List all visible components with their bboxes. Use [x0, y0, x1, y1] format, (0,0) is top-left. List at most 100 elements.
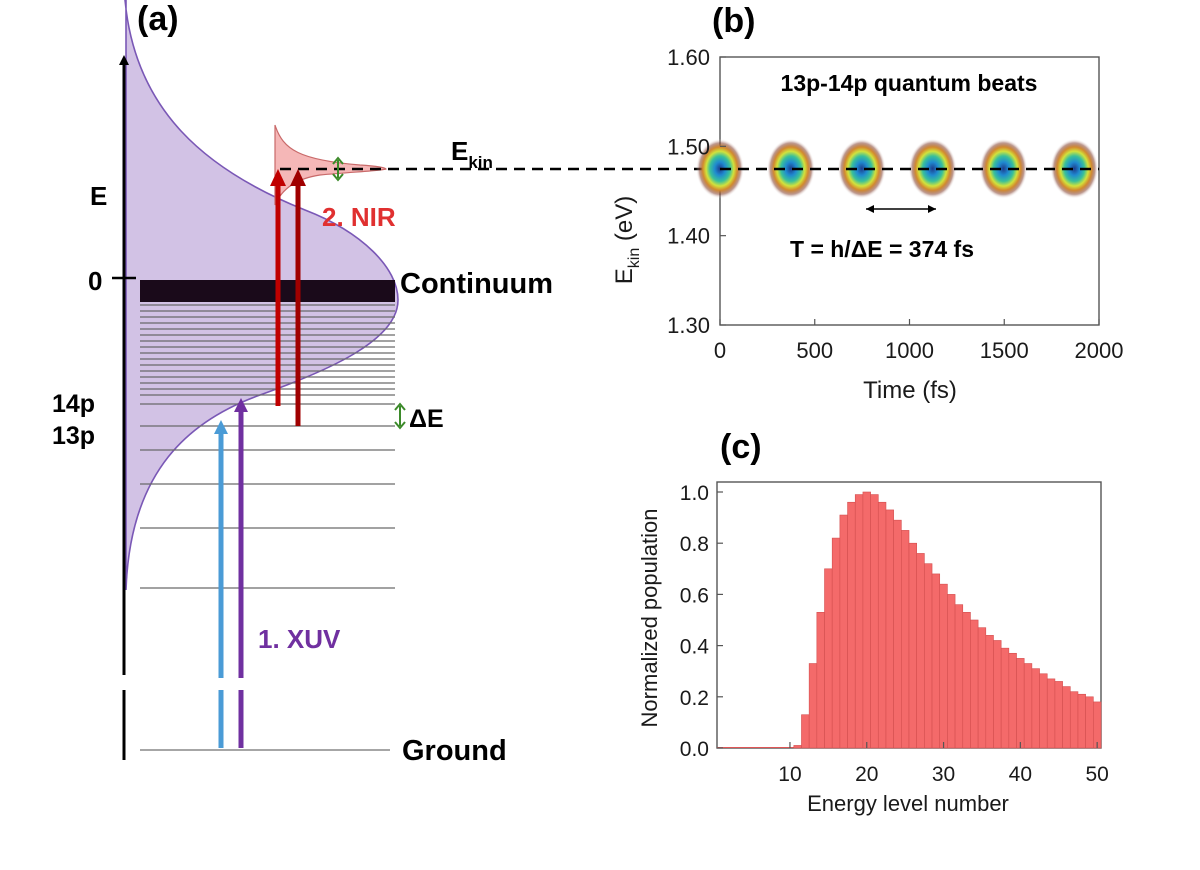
- period-label: T = h/ΔE = 374 fs: [790, 236, 974, 262]
- panel-c-ylabel: Normalized population: [637, 509, 662, 728]
- population-bar: [954, 604, 964, 749]
- population-bar: [778, 747, 787, 748]
- period-arrowhead-left: [866, 205, 874, 213]
- quantum-beat-blob: [766, 138, 815, 199]
- quantum-beat-blob: [1050, 138, 1099, 199]
- continuum-label: Continuum: [400, 268, 553, 300]
- ground-label: Ground: [402, 735, 507, 767]
- population-bar: [931, 573, 941, 749]
- population-bar: [924, 563, 933, 749]
- x-tick-label: 40: [1009, 763, 1032, 786]
- y-tick-label: 0.0: [680, 738, 709, 761]
- population-bar: [801, 714, 810, 749]
- level-13p-label: 13p: [52, 422, 95, 450]
- population-bar: [854, 494, 864, 749]
- panel-a: (a) E 0 Continuum 2. NIR 1. XUV Ekin 14p…: [52, 0, 722, 767]
- quantum-beat-blob: [979, 138, 1028, 199]
- population-bar: [1023, 663, 1033, 749]
- delta-e-label: ΔE: [409, 405, 444, 433]
- y-tick-label: 1.30: [667, 313, 710, 338]
- x-tick-label: 1000: [885, 338, 934, 363]
- xuv-arrowhead-blue: [214, 420, 228, 434]
- y-tick-label: 1.60: [667, 45, 710, 70]
- arrow-break: [210, 678, 250, 690]
- population-bar: [793, 745, 802, 749]
- population-bar: [1000, 647, 1010, 749]
- population-bar: [763, 747, 771, 748]
- population-bar: [1085, 696, 1094, 749]
- panel-b-label: (b): [712, 2, 755, 40]
- population-bar: [1054, 681, 1063, 749]
- x-tick-label: 20: [855, 763, 878, 786]
- population-bars: [717, 491, 1102, 749]
- population-bar: [977, 627, 987, 749]
- population-bar: [808, 663, 818, 749]
- population-bar: [970, 619, 979, 749]
- ekin-label: Ekin: [451, 136, 493, 172]
- panel-c-xticks: 10 20 30 40 50: [778, 742, 1109, 786]
- panel-b-xlabel: Time (fs): [863, 377, 957, 404]
- population-bar: [985, 635, 994, 749]
- period-arrowhead-right: [928, 205, 936, 213]
- panel-c: (c) 10 20 30 40 50 0.0 0.2 0.4 0.6 0.8 1.0 Energy…: [637, 428, 1109, 816]
- population-bar: [962, 612, 971, 749]
- panel-a-label: (a): [137, 0, 179, 38]
- population-bar: [747, 747, 756, 748]
- x-tick-label: 2000: [1075, 338, 1124, 363]
- population-bar: [893, 519, 902, 749]
- panel-c-label: (c): [720, 428, 762, 466]
- y-tick-label: 1.0: [680, 482, 709, 505]
- population-bar: [901, 530, 910, 749]
- xuv-arrowhead-purple: [234, 398, 248, 412]
- population-bar: [908, 542, 917, 749]
- population-bar: [1046, 678, 1056, 749]
- panel-c-xlabel: Energy level number: [807, 791, 1009, 816]
- x-tick-label: 10: [778, 763, 801, 786]
- panel-b-yticks: 1.30 1.40 1.50 1.60: [667, 45, 726, 338]
- quantum-beat-blob: [837, 138, 886, 199]
- delta-e-marker-upper: [332, 156, 344, 182]
- population-bar: [885, 509, 894, 749]
- population-bar: [824, 568, 833, 749]
- y-tick-label: 0.8: [680, 533, 709, 556]
- quantum-beat-blob: [908, 138, 957, 199]
- panel-b-xticks: 0 500 1000 1500 2000: [714, 319, 1124, 363]
- population-bar: [947, 594, 956, 749]
- quantum-beats: [696, 138, 1099, 199]
- population-bar: [1069, 691, 1079, 749]
- population-bar: [877, 501, 887, 749]
- nir-label: 2. NIR: [322, 202, 396, 232]
- population-bar: [1039, 673, 1048, 749]
- x-tick-label: 0: [714, 338, 726, 363]
- population-bar: [732, 747, 741, 748]
- population-bar: [1093, 701, 1102, 749]
- population-bar: [993, 640, 1002, 749]
- population-bar: [1008, 652, 1017, 749]
- x-tick-label: 500: [796, 338, 833, 363]
- y-tick-label: 0.4: [680, 636, 710, 659]
- level-14p-label: 14p: [52, 390, 95, 418]
- y-tick-label: 0.6: [680, 584, 709, 607]
- population-bar: [847, 501, 856, 749]
- zero-label: 0: [88, 266, 102, 296]
- xuv-label: 1. XUV: [258, 624, 341, 654]
- population-bar: [1031, 668, 1040, 749]
- population-bar: [816, 612, 825, 749]
- delta-e-marker-lower: [394, 402, 406, 430]
- rydberg-levels: [140, 304, 395, 589]
- panel-c-yticks: 0.0 0.2 0.4 0.6 0.8 1.0: [680, 482, 723, 761]
- population-bar: [939, 583, 948, 749]
- nir-arrowhead-2: [290, 169, 306, 186]
- x-tick-label: 30: [932, 763, 955, 786]
- continuum-block: [140, 280, 395, 302]
- y-tick-label: 0.2: [680, 687, 709, 710]
- nir-arrowhead-1: [270, 169, 286, 186]
- panel-b-title: 13p-14p quantum beats: [781, 70, 1038, 96]
- photoelectron-peak: [274, 124, 387, 206]
- population-bar: [839, 514, 848, 749]
- x-tick-label: 50: [1085, 763, 1108, 786]
- population-bar: [1062, 686, 1071, 749]
- x-tick-label: 1500: [980, 338, 1029, 363]
- population-bar: [831, 537, 841, 749]
